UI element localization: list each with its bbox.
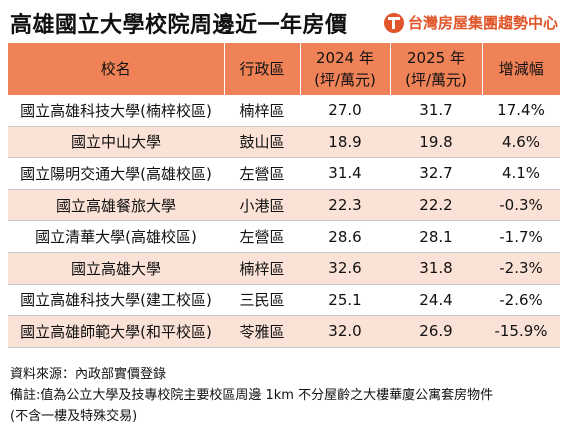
price-2024-cell: 18.9	[300, 126, 390, 159]
price-2024-cell: 32.0	[300, 315, 390, 348]
change-cell: -1.7%	[482, 220, 560, 253]
school-cell: 國立高雄師範大學(和平校區)	[8, 315, 224, 348]
price-2025-cell: 31.7	[390, 95, 482, 127]
price-2025-cell: 32.7	[390, 157, 482, 190]
district-cell: 楠梓區	[224, 252, 300, 285]
table-row: 國立陽明交通大學(高雄校區) 左營區 31.4 32.7 4.1%	[8, 157, 560, 190]
notes: 資料來源：內政部實價登錄 備註:值為公立大學及技專校院主要校區周邊 1km 不分…	[10, 364, 493, 427]
district-cell: 小港區	[224, 189, 300, 222]
header: 高雄國立大學校院周邊近一年房價 台灣房屋集團趨勢中心	[0, 0, 568, 46]
school-cell: 國立高雄科技大學(建工校區)	[8, 284, 224, 317]
price-table: 校名 行政區 2024 年 (坪/萬元) 2025 年 (坪/萬元) 增減幅 國…	[8, 43, 560, 348]
price-2025-cell: 22.2	[390, 189, 482, 222]
column-header-change: 增減幅	[482, 43, 560, 95]
price-2025-cell: 19.8	[390, 126, 482, 159]
change-cell: 4.6%	[482, 126, 560, 159]
school-cell: 國立高雄大學	[8, 252, 224, 285]
table-header-row: 校名 行政區 2024 年 (坪/萬元) 2025 年 (坪/萬元) 增減幅	[8, 43, 560, 95]
price-2025-cell: 31.8	[390, 252, 482, 285]
column-header-district: 行政區	[224, 43, 301, 95]
page-title: 高雄國立大學校院周邊近一年房價	[10, 13, 348, 38]
remark-note-2: (不含一樓及特殊交易)	[10, 409, 138, 424]
price-2024-cell: 22.3	[300, 189, 390, 222]
brand-label: 台灣房屋集團趨勢中心	[407, 14, 558, 32]
source-note: 資料來源：內政部實價登錄	[10, 367, 167, 382]
table-row: 國立清華大學(高雄校區) 左營區 28.6 28.1 -1.7%	[8, 220, 560, 253]
table-row: 國立高雄科技大學(建工校區) 三民區 25.1 24.4 -2.6%	[8, 284, 560, 317]
district-cell: 苓雅區	[224, 315, 300, 348]
price-2024-cell: 28.6	[300, 220, 390, 253]
price-2024-cell: 31.4	[300, 157, 390, 190]
change-cell: 4.1%	[482, 157, 560, 190]
column-header-school: 校名	[8, 43, 225, 95]
district-cell: 左營區	[224, 220, 300, 253]
table-row: 國立高雄師範大學(和平校區) 苓雅區 32.0 26.9 -15.9%	[8, 315, 560, 348]
table-row: 國立中山大學 鼓山區 18.9 19.8 4.6%	[8, 126, 560, 159]
price-2024-cell: 32.6	[300, 252, 390, 285]
price-2024-cell: 27.0	[300, 95, 390, 127]
school-cell: 國立清華大學(高雄校區)	[8, 220, 224, 253]
change-cell: -0.3%	[482, 189, 560, 222]
change-cell: -2.6%	[482, 284, 560, 317]
price-2025-cell: 26.9	[390, 315, 482, 348]
brand: 台灣房屋集團趨勢中心	[383, 12, 558, 33]
district-cell: 三民區	[224, 284, 300, 317]
taiwan-house-logo-icon	[383, 12, 404, 33]
column-header-2025: 2025 年 (坪/萬元)	[390, 43, 483, 95]
column-header-2024: 2024 年 (坪/萬元)	[300, 43, 391, 95]
change-cell: -2.3%	[482, 252, 560, 285]
change-cell: 17.4%	[482, 95, 560, 127]
price-2024-cell: 25.1	[300, 284, 390, 317]
price-2025-cell: 28.1	[390, 220, 482, 253]
table-row: 國立高雄大學 楠梓區 32.6 31.8 -2.3%	[8, 252, 560, 285]
remark-note: 備註:值為公立大學及技專校院主要校區周邊 1km 不分屋齡之大樓華廈公寓套房物件	[10, 388, 494, 403]
change-cell: -15.9%	[482, 315, 560, 348]
district-cell: 楠梓區	[224, 95, 300, 127]
school-cell: 國立中山大學	[8, 126, 224, 159]
price-2025-cell: 24.4	[390, 284, 482, 317]
table-row: 國立高雄餐旅大學 小港區 22.3 22.2 -0.3%	[8, 189, 560, 222]
school-cell: 國立高雄科技大學(楠梓校區)	[8, 95, 224, 127]
school-cell: 國立高雄餐旅大學	[8, 189, 224, 222]
school-cell: 國立陽明交通大學(高雄校區)	[8, 157, 224, 190]
district-cell: 鼓山區	[224, 126, 300, 159]
district-cell: 左營區	[224, 157, 300, 190]
table-row: 國立高雄科技大學(楠梓校區) 楠梓區 27.0 31.7 17.4%	[8, 95, 560, 127]
